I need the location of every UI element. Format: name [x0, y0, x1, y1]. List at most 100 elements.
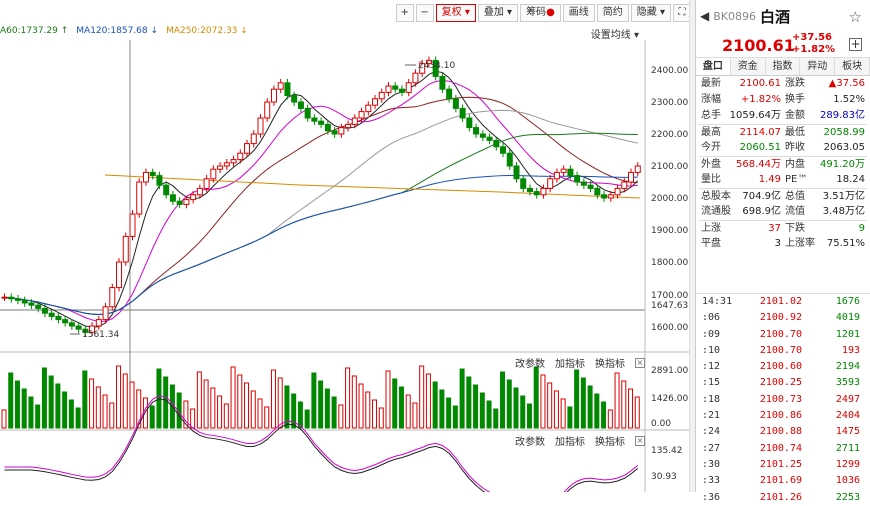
volume-bar: [48, 375, 54, 429]
candle-body: [311, 117, 318, 122]
tab-handicap[interactable]: 盘口: [696, 58, 731, 75]
volume-bar: [196, 371, 202, 429]
vol-tick: 1426.00: [651, 394, 688, 404]
trade-volume: 1475: [835, 426, 860, 438]
candle-body: [1, 296, 8, 299]
tab-movement[interactable]: 异动: [800, 58, 836, 75]
volume-bar: [203, 379, 209, 429]
trade-volume: 3593: [835, 377, 860, 389]
vol-swap-indicator-button[interactable]: 换指标: [595, 359, 625, 370]
ma-line: [4, 175, 638, 316]
stat-cell: 涨幅 +1.82%: [699, 92, 783, 108]
candle-body: [95, 319, 102, 327]
trade-row: :18 2100.73 2497: [696, 392, 870, 408]
volume-bar: [614, 372, 620, 429]
zoom-out-button[interactable]: −: [415, 4, 434, 22]
tab-index[interactable]: 指数: [765, 58, 801, 75]
chips-button[interactable]: 筹码●: [520, 4, 561, 22]
ma-line: [4, 132, 638, 316]
ma60-label: A60:1737.29 ↑: [0, 26, 68, 36]
tab-funds[interactable]: 资金: [730, 58, 766, 75]
trade-price: 2101.25: [759, 458, 802, 470]
price-tick: 2000.00: [651, 194, 688, 204]
stat-cell: 换手 1.52%: [783, 92, 867, 108]
candle-body: [372, 98, 379, 106]
left-arrow-icon[interactable]: ◀: [700, 9, 710, 23]
volume-bar: [41, 367, 47, 429]
macd-tick: 135.42: [651, 446, 683, 456]
close-icon[interactable]: ×: [635, 357, 645, 368]
trade-time: :33: [702, 475, 721, 487]
stat-label: PE™: [785, 174, 808, 185]
volume-bar: [607, 409, 613, 429]
close-icon[interactable]: ×: [635, 435, 645, 446]
adjust-button[interactable]: 复权 ▾: [435, 4, 476, 22]
trade-volume: 2404: [835, 410, 860, 422]
candle-body: [149, 171, 156, 177]
candle-body: [109, 287, 116, 308]
trade-volume: 2711: [835, 442, 860, 454]
draw-line-button[interactable]: 画线: [562, 4, 595, 22]
candle-body: [439, 75, 446, 90]
volume-bar: [1, 409, 7, 429]
trade-time: :15: [702, 377, 721, 389]
macd-add-indicator-button[interactable]: 加指标: [555, 437, 585, 448]
stat-label: 上涨: [701, 223, 721, 234]
candle-body: [628, 171, 635, 183]
trade-volume: 2194: [835, 361, 860, 373]
candle-body: [580, 181, 587, 186]
candle-body: [587, 184, 594, 189]
vol-panel-tools: 改参数 加指标 换指标 ×: [515, 355, 645, 370]
candle-body: [547, 178, 554, 189]
volume-bar: [318, 380, 324, 429]
add-watchlist-button[interactable]: +: [849, 37, 862, 51]
ma-settings-button[interactable]: 设置均线 ▾: [590, 30, 639, 41]
stat-label: 总股本: [701, 191, 731, 202]
stat-cell: 流值 3.48万亿: [783, 204, 867, 220]
hide-label: 隐藏: [636, 7, 657, 18]
stat-label: 内盘: [785, 159, 805, 170]
trade-time: :12: [702, 361, 721, 373]
trade-volume: 1299: [835, 458, 860, 470]
trade-row: :30 2101.25 1299: [696, 457, 870, 473]
zoom-in-button[interactable]: +: [395, 4, 414, 22]
volume-bar: [129, 381, 135, 429]
stat-value: 491.20万: [820, 159, 865, 170]
chart-scrollbar[interactable]: [689, 0, 695, 492]
volume-bar: [540, 374, 546, 429]
stat-label: 量比: [701, 174, 721, 185]
hide-button[interactable]: 隐藏 ▾: [630, 4, 671, 22]
trade-price: 2101.69: [759, 475, 802, 487]
volume-bar: [14, 380, 20, 429]
simple-button[interactable]: 简约: [596, 4, 629, 22]
candle-body: [560, 168, 567, 173]
stat-cell: 金额 289.83亿: [783, 108, 867, 124]
stats-row: 最新 2100.61 涨跌 ▲37.56: [699, 76, 867, 92]
stat-cell: 涨跌 ▲37.56: [783, 76, 867, 92]
candle-body: [378, 91, 385, 100]
macd-swap-indicator-button[interactable]: 换指标: [595, 437, 625, 448]
candle-body: [500, 146, 507, 154]
star-icon[interactable]: ☆: [848, 8, 862, 26]
candle-body: [526, 187, 533, 193]
trade-price: 2101.02: [759, 296, 802, 307]
volume-bar: [405, 394, 411, 429]
vol-add-indicator-button[interactable]: 加指标: [555, 359, 585, 370]
volume-bar: [392, 378, 398, 429]
chart-toolbar: + − 复权 ▾ 叠加 ▾ 筹码● 画线 简约 隐藏 ▾ ⛶: [395, 4, 691, 22]
volume-bar: [513, 387, 519, 429]
candle-body: [405, 82, 412, 93]
volume-bar: [506, 379, 512, 429]
vol-params-button[interactable]: 改参数: [515, 359, 545, 370]
kline-chart-area[interactable]: + − 复权 ▾ 叠加 ▾ 筹码● 画线 简约 隐藏 ▾ ⛶ A60:1737.…: [0, 0, 695, 492]
volume-bar: [372, 399, 378, 429]
overlay-button[interactable]: 叠加 ▾: [477, 4, 519, 22]
stat-label: 昨收: [785, 142, 805, 153]
volume-bar: [338, 404, 344, 429]
trade-time: :27: [702, 442, 721, 454]
macd-params-button[interactable]: 改参数: [515, 437, 545, 448]
trade-row: :12 2100.60 2194: [696, 359, 870, 375]
candle-body: [338, 127, 345, 135]
candle-body: [176, 200, 183, 205]
tab-sector[interactable]: 板块: [835, 58, 870, 75]
